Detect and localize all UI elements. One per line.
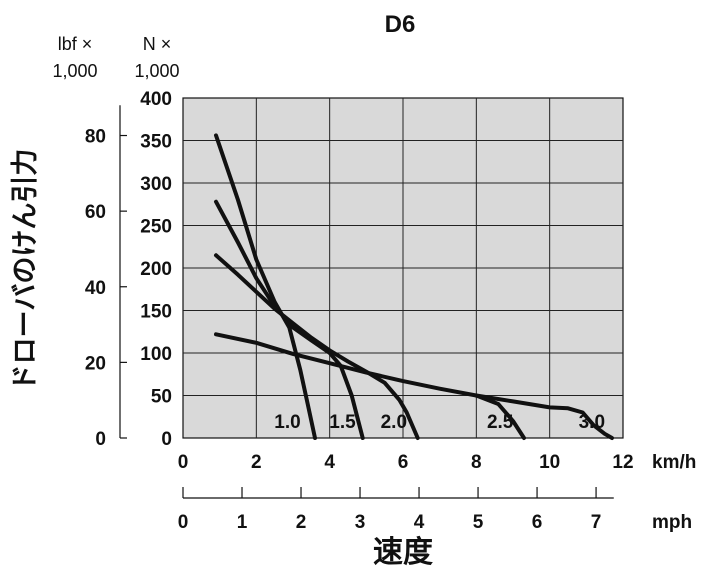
x-tick-label-mph: 2	[296, 512, 307, 533]
newton-header-line1: N ×	[143, 34, 172, 54]
y-tick-label-newton: 50	[151, 387, 172, 408]
x-tick-label-kmh: 6	[398, 452, 409, 473]
curve-label-2-5: 2.5	[487, 412, 514, 433]
curve-gear-1-5	[214, 199, 365, 440]
curve-gear-2-0	[214, 253, 420, 440]
y-tick-label-newton: 150	[140, 302, 172, 323]
curve-gear-2-5	[214, 332, 526, 440]
y-tick-label-lbf: 60	[85, 202, 106, 223]
x-tick-label-mph: 6	[532, 512, 543, 533]
y-tick-label-newton: 100	[140, 344, 172, 365]
x-tick-label-mph: 0	[178, 512, 189, 533]
y-tick-label-lbf: 0	[95, 429, 106, 450]
x-axis-label: 速度	[373, 536, 433, 569]
x-tick-label-kmh: 4	[324, 452, 335, 473]
y-tick-label-newton: 0	[161, 429, 172, 450]
x-unit-kmh: km/h	[652, 452, 696, 473]
y-tick-label-lbf: 40	[85, 278, 106, 299]
x-tick-label-mph: 4	[414, 512, 425, 533]
x-tick-label-kmh: 8	[471, 452, 482, 473]
x-tick-label-mph: 3	[355, 512, 366, 533]
y-tick-label-newton: 350	[140, 132, 172, 153]
curve-label-1-5: 1.5	[329, 412, 356, 433]
x-tick-label-mph: 1	[237, 512, 248, 533]
x-tick-label-kmh: 10	[539, 452, 560, 473]
x-tick-label-kmh: 12	[612, 452, 633, 473]
curve-gear-3-0	[474, 393, 614, 440]
lbf-header-line1: lbf ×	[58, 34, 93, 54]
grid-lines	[183, 98, 623, 438]
y-tick-label-newton: 300	[140, 174, 172, 195]
y-tick-label-newton: 250	[140, 217, 172, 238]
y-tick-label-lbf: 20	[85, 353, 106, 374]
y-tick-label-newton: 400	[140, 89, 172, 110]
chart-title: D6	[385, 11, 416, 38]
lbf-header-line2: 1,000	[52, 61, 97, 81]
x-tick-label-mph: 5	[473, 512, 484, 533]
x-tick-label-kmh: 2	[251, 452, 262, 473]
y-tick-label-newton: 200	[140, 259, 172, 280]
performance-curves	[214, 133, 614, 440]
newton-header-line2: 1,000	[134, 61, 179, 81]
curve-label-3-0: 3.0	[579, 412, 605, 433]
x-tick-label-mph: 7	[591, 512, 602, 533]
x-unit-mph: mph	[652, 512, 692, 533]
y-axis-label: ドローバのけん引力	[10, 149, 40, 392]
y-tick-label-lbf: 80	[85, 127, 106, 148]
curve-labels: 1.0 1.5 2.0 2.5 3.0	[274, 412, 605, 433]
curve-label-1-0: 1.0	[274, 412, 300, 433]
curve-label-2-0: 2.0	[381, 412, 407, 433]
x-tick-label-kmh: 0	[178, 452, 189, 473]
